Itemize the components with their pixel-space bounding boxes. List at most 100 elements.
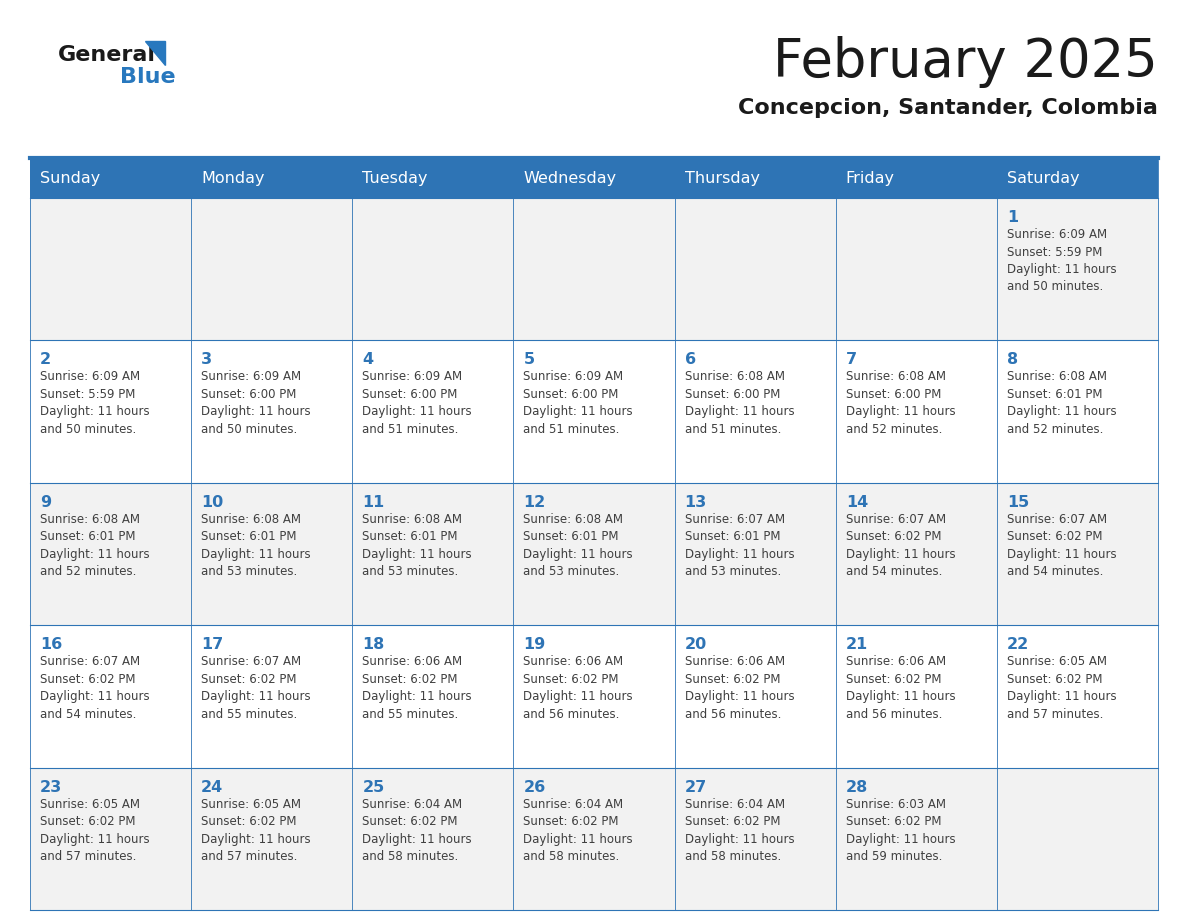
Bar	[997, 198, 1158, 341]
Text: 16: 16	[40, 637, 62, 652]
Text: Sunrise: 6:06 AM
Sunset: 6:02 PM
Daylight: 11 hours
and 56 minutes.: Sunrise: 6:06 AM Sunset: 6:02 PM Dayligh…	[846, 655, 955, 721]
Text: Sunrise: 6:05 AM
Sunset: 6:02 PM
Daylight: 11 hours
and 57 minutes.: Sunrise: 6:05 AM Sunset: 6:02 PM Dayligh…	[201, 798, 311, 863]
Bar	[835, 198, 997, 341]
Bar	[513, 483, 675, 625]
Text: Sunday: Sunday	[40, 172, 100, 186]
Text: 9: 9	[40, 495, 51, 509]
Text: Sunrise: 6:08 AM
Sunset: 6:01 PM
Daylight: 11 hours
and 52 minutes.: Sunrise: 6:08 AM Sunset: 6:01 PM Dayligh…	[1007, 370, 1117, 436]
Bar	[997, 341, 1158, 483]
Text: Thursday: Thursday	[684, 172, 759, 186]
Bar	[30, 483, 191, 625]
Bar	[997, 483, 1158, 625]
Text: 5: 5	[524, 353, 535, 367]
Bar	[191, 341, 353, 483]
Text: 24: 24	[201, 779, 223, 795]
Text: Sunrise: 6:09 AM
Sunset: 6:00 PM
Daylight: 11 hours
and 51 minutes.: Sunrise: 6:09 AM Sunset: 6:00 PM Dayligh…	[524, 370, 633, 436]
Bar	[191, 767, 353, 910]
Text: 10: 10	[201, 495, 223, 509]
Text: 4: 4	[362, 353, 373, 367]
Bar	[675, 483, 835, 625]
Text: Sunrise: 6:09 AM
Sunset: 6:00 PM
Daylight: 11 hours
and 51 minutes.: Sunrise: 6:09 AM Sunset: 6:00 PM Dayligh…	[362, 370, 472, 436]
Text: Sunrise: 6:03 AM
Sunset: 6:02 PM
Daylight: 11 hours
and 59 minutes.: Sunrise: 6:03 AM Sunset: 6:02 PM Dayligh…	[846, 798, 955, 863]
Bar	[513, 341, 675, 483]
Text: Sunrise: 6:07 AM
Sunset: 6:02 PM
Daylight: 11 hours
and 54 minutes.: Sunrise: 6:07 AM Sunset: 6:02 PM Dayligh…	[40, 655, 150, 721]
Bar	[997, 767, 1158, 910]
Text: Sunrise: 6:09 AM
Sunset: 5:59 PM
Daylight: 11 hours
and 50 minutes.: Sunrise: 6:09 AM Sunset: 5:59 PM Dayligh…	[1007, 228, 1117, 294]
Bar	[675, 198, 835, 341]
Bar	[835, 341, 997, 483]
Text: 28: 28	[846, 779, 868, 795]
Text: Sunrise: 6:08 AM
Sunset: 6:00 PM
Daylight: 11 hours
and 51 minutes.: Sunrise: 6:08 AM Sunset: 6:00 PM Dayligh…	[684, 370, 795, 436]
Text: 14: 14	[846, 495, 868, 509]
Bar	[30, 625, 191, 767]
Text: Sunrise: 6:07 AM
Sunset: 6:02 PM
Daylight: 11 hours
and 54 minutes.: Sunrise: 6:07 AM Sunset: 6:02 PM Dayligh…	[846, 513, 955, 578]
Text: 20: 20	[684, 637, 707, 652]
Text: 1: 1	[1007, 210, 1018, 225]
Text: 19: 19	[524, 637, 545, 652]
Bar	[30, 341, 191, 483]
Text: 17: 17	[201, 637, 223, 652]
Text: Sunrise: 6:08 AM
Sunset: 6:01 PM
Daylight: 11 hours
and 53 minutes.: Sunrise: 6:08 AM Sunset: 6:01 PM Dayligh…	[201, 513, 311, 578]
Bar	[191, 198, 353, 341]
Bar	[513, 767, 675, 910]
Polygon shape	[145, 41, 165, 65]
Text: February 2025: February 2025	[773, 36, 1158, 88]
Text: 18: 18	[362, 637, 385, 652]
Text: Sunrise: 6:06 AM
Sunset: 6:02 PM
Daylight: 11 hours
and 56 minutes.: Sunrise: 6:06 AM Sunset: 6:02 PM Dayligh…	[524, 655, 633, 721]
Text: Sunrise: 6:08 AM
Sunset: 6:01 PM
Daylight: 11 hours
and 53 minutes.: Sunrise: 6:08 AM Sunset: 6:01 PM Dayligh…	[362, 513, 472, 578]
Text: Blue: Blue	[120, 67, 176, 87]
Text: Sunrise: 6:07 AM
Sunset: 6:02 PM
Daylight: 11 hours
and 54 minutes.: Sunrise: 6:07 AM Sunset: 6:02 PM Dayligh…	[1007, 513, 1117, 578]
Text: Sunrise: 6:05 AM
Sunset: 6:02 PM
Daylight: 11 hours
and 57 minutes.: Sunrise: 6:05 AM Sunset: 6:02 PM Dayligh…	[40, 798, 150, 863]
Text: 21: 21	[846, 637, 868, 652]
Text: 13: 13	[684, 495, 707, 509]
Text: 27: 27	[684, 779, 707, 795]
Bar	[675, 625, 835, 767]
Text: Saturday: Saturday	[1007, 172, 1080, 186]
Text: Sunrise: 6:04 AM
Sunset: 6:02 PM
Daylight: 11 hours
and 58 minutes.: Sunrise: 6:04 AM Sunset: 6:02 PM Dayligh…	[684, 798, 795, 863]
Text: Tuesday: Tuesday	[362, 172, 428, 186]
Text: Sunrise: 6:08 AM
Sunset: 6:01 PM
Daylight: 11 hours
and 52 minutes.: Sunrise: 6:08 AM Sunset: 6:01 PM Dayligh…	[40, 513, 150, 578]
Text: General: General	[58, 45, 156, 65]
Bar	[675, 767, 835, 910]
Bar	[30, 767, 191, 910]
Text: 7: 7	[846, 353, 857, 367]
Text: 26: 26	[524, 779, 545, 795]
Text: Sunrise: 6:09 AM
Sunset: 6:00 PM
Daylight: 11 hours
and 50 minutes.: Sunrise: 6:09 AM Sunset: 6:00 PM Dayligh…	[201, 370, 311, 436]
Text: Sunrise: 6:08 AM
Sunset: 6:01 PM
Daylight: 11 hours
and 53 minutes.: Sunrise: 6:08 AM Sunset: 6:01 PM Dayligh…	[524, 513, 633, 578]
Text: 25: 25	[362, 779, 385, 795]
Bar	[191, 625, 353, 767]
Bar	[997, 625, 1158, 767]
Bar	[835, 483, 997, 625]
Bar	[513, 625, 675, 767]
Bar	[513, 198, 675, 341]
Text: Sunrise: 6:04 AM
Sunset: 6:02 PM
Daylight: 11 hours
and 58 minutes.: Sunrise: 6:04 AM Sunset: 6:02 PM Dayligh…	[362, 798, 472, 863]
Text: Sunrise: 6:07 AM
Sunset: 6:01 PM
Daylight: 11 hours
and 53 minutes.: Sunrise: 6:07 AM Sunset: 6:01 PM Dayligh…	[684, 513, 795, 578]
Text: 12: 12	[524, 495, 545, 509]
Bar	[353, 767, 513, 910]
Text: 23: 23	[40, 779, 62, 795]
Bar	[835, 767, 997, 910]
Text: 8: 8	[1007, 353, 1018, 367]
Text: Sunrise: 6:09 AM
Sunset: 5:59 PM
Daylight: 11 hours
and 50 minutes.: Sunrise: 6:09 AM Sunset: 5:59 PM Dayligh…	[40, 370, 150, 436]
Text: Monday: Monday	[201, 172, 265, 186]
Text: 22: 22	[1007, 637, 1029, 652]
Text: Friday: Friday	[846, 172, 895, 186]
Text: Sunrise: 6:06 AM
Sunset: 6:02 PM
Daylight: 11 hours
and 55 minutes.: Sunrise: 6:06 AM Sunset: 6:02 PM Dayligh…	[362, 655, 472, 721]
Text: 2: 2	[40, 353, 51, 367]
Text: Concepcion, Santander, Colombia: Concepcion, Santander, Colombia	[738, 98, 1158, 118]
Bar	[353, 341, 513, 483]
Bar	[191, 483, 353, 625]
Text: 3: 3	[201, 353, 213, 367]
Text: Wednesday: Wednesday	[524, 172, 617, 186]
Text: 11: 11	[362, 495, 385, 509]
Text: Sunrise: 6:06 AM
Sunset: 6:02 PM
Daylight: 11 hours
and 56 minutes.: Sunrise: 6:06 AM Sunset: 6:02 PM Dayligh…	[684, 655, 795, 721]
Text: Sunrise: 6:07 AM
Sunset: 6:02 PM
Daylight: 11 hours
and 55 minutes.: Sunrise: 6:07 AM Sunset: 6:02 PM Dayligh…	[201, 655, 311, 721]
Bar	[353, 198, 513, 341]
Bar	[353, 625, 513, 767]
Bar	[30, 198, 191, 341]
Text: Sunrise: 6:08 AM
Sunset: 6:00 PM
Daylight: 11 hours
and 52 minutes.: Sunrise: 6:08 AM Sunset: 6:00 PM Dayligh…	[846, 370, 955, 436]
Text: Sunrise: 6:05 AM
Sunset: 6:02 PM
Daylight: 11 hours
and 57 minutes.: Sunrise: 6:05 AM Sunset: 6:02 PM Dayligh…	[1007, 655, 1117, 721]
Bar	[353, 483, 513, 625]
Bar	[675, 341, 835, 483]
Bar	[30, 160, 1158, 198]
